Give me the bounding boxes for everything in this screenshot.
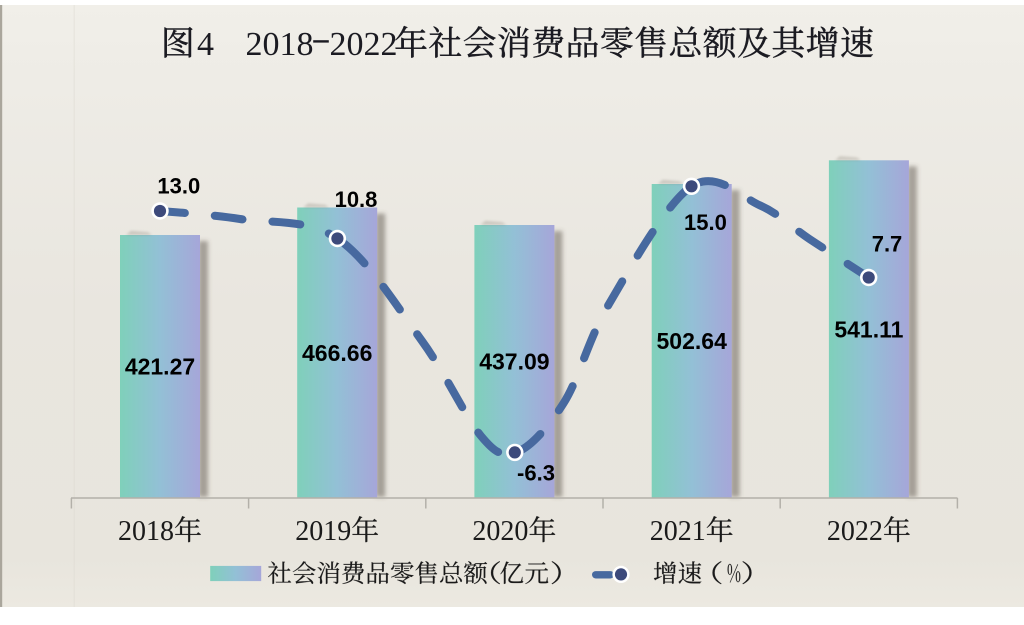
- svg-text:437.09: 437.09: [479, 349, 549, 375]
- svg-text:15.0: 15.0: [684, 210, 727, 235]
- svg-text:466.66: 466.66: [302, 340, 372, 366]
- svg-text:2022: 2022: [330, 26, 398, 63]
- svg-text:421.27: 421.27: [125, 354, 195, 380]
- svg-text:2020: 2020: [472, 516, 528, 547]
- svg-text:2021: 2021: [650, 516, 706, 547]
- svg-text:2018: 2018: [246, 26, 314, 63]
- svg-text:2018: 2018: [118, 516, 174, 547]
- svg-text:-6.3: -6.3: [517, 461, 555, 486]
- svg-text:7.7: 7.7: [872, 232, 903, 257]
- svg-text:541.11: 541.11: [834, 316, 903, 342]
- svg-text:13.0: 13.0: [157, 174, 200, 199]
- svg-text:2022: 2022: [827, 516, 883, 547]
- svg-text:2019: 2019: [295, 516, 351, 547]
- svg-text:10.8: 10.8: [335, 187, 378, 212]
- svg-text:502.64: 502.64: [657, 328, 728, 354]
- svg-text:4: 4: [197, 26, 214, 63]
